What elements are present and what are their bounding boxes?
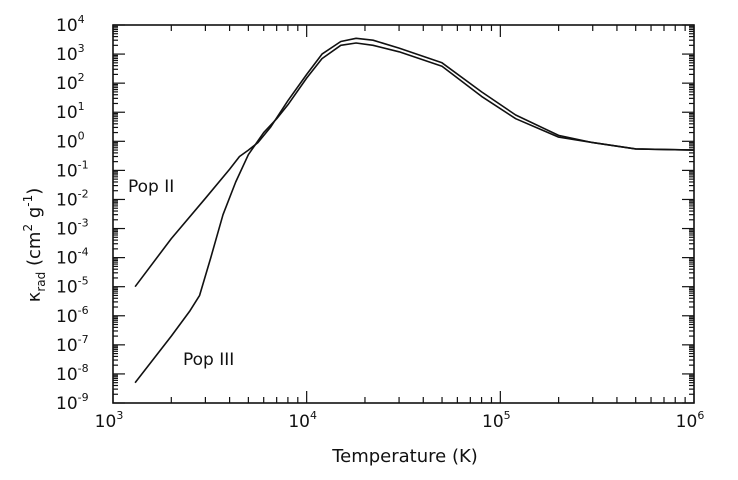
- x-tick-label: 104: [288, 409, 317, 432]
- y-tick-label: 10-2: [56, 187, 89, 210]
- y-tick-label: 10-6: [56, 304, 89, 327]
- x-tick-label: 103: [95, 409, 124, 432]
- y-tick-label: 10-3: [56, 217, 89, 240]
- labels-layer: 103 104 105 106 104 103 102 101 100 10-1 10-2 10-3 1…: [56, 13, 704, 432]
- x-axis-title: Temperature (K): [331, 446, 478, 467]
- y-tick-label: 10-1: [56, 158, 89, 181]
- svg-text:κrad (cm2 g-1): κrad (cm2 g-1): [21, 188, 48, 303]
- y-tick-label: 101: [56, 100, 85, 123]
- y-tick-label: 103: [56, 42, 85, 65]
- ticks-layer: [112, 24, 695, 404]
- curves-layer: [134, 37, 695, 384]
- series-label-pop-iii: Pop III: [183, 350, 234, 370]
- y-tick-label: 10-9: [56, 391, 89, 414]
- plot-frame: [112, 24, 695, 404]
- series-line-pop-ii: [134, 37, 695, 288]
- y-tick-label: 10-8: [56, 362, 89, 385]
- y-axis-title: κrad (cm2 g-1): [21, 188, 48, 303]
- y-tick-label: 10-4: [56, 246, 89, 269]
- y-tick-label: 100: [56, 129, 85, 152]
- x-tick-label: 106: [676, 409, 705, 432]
- y-tick-label: 104: [56, 13, 85, 36]
- y-tick-label: 102: [56, 71, 85, 94]
- y-tick-label: 10-5: [56, 275, 89, 298]
- x-tick-label: 105: [482, 409, 511, 432]
- series-line-pop-iii: [134, 42, 695, 384]
- series-label-pop-ii: Pop II: [128, 177, 174, 197]
- y-tick-label: 10-7: [56, 333, 89, 356]
